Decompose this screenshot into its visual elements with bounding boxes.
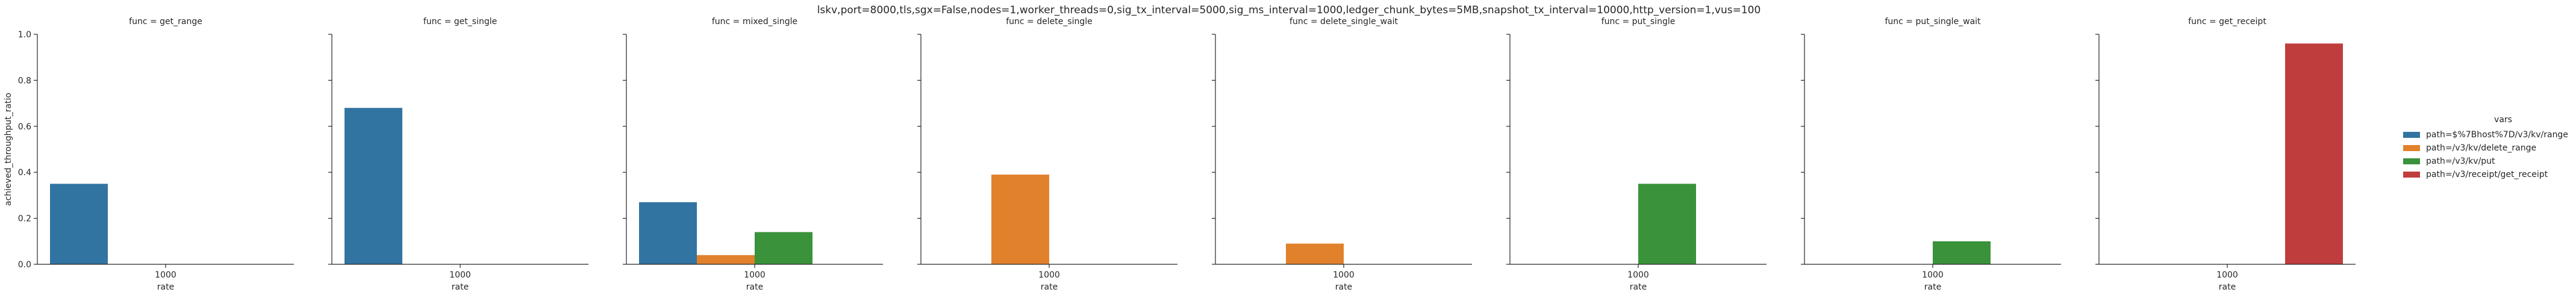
bar <box>755 232 812 264</box>
bar <box>2285 43 2343 264</box>
bar <box>697 255 755 264</box>
x-axis-label: rate <box>1335 282 1352 292</box>
x-axis-label: rate <box>2219 282 2236 292</box>
y-tick-label: 0.4 <box>18 168 31 178</box>
panel-title: func = delete_single <box>1006 17 1093 26</box>
x-axis-label: rate <box>746 282 763 292</box>
x-axis-label: rate <box>452 282 469 292</box>
x-tick-label: 1000 <box>744 270 766 280</box>
facet-panel: func = get_range 0.0 0.2 0.4 0.6 0.8 1.0 1000 ra… <box>18 17 294 292</box>
facet-panel: func = put_single 1000 rate <box>1506 17 1767 292</box>
legend-swatch <box>2403 158 2420 164</box>
panel-title: func = mixed_single <box>712 17 797 26</box>
panel-title: func = delete_single_wait <box>1290 17 1398 26</box>
bar <box>1638 184 1696 264</box>
facet-panel: func = get_single 1000 rate <box>328 17 588 292</box>
x-tick-label: 1000 <box>1922 270 1944 280</box>
bar <box>1933 241 1991 264</box>
legend-label: path=/v3/receipt/get_receipt <box>2426 170 2548 179</box>
x-tick-label: 1000 <box>2216 270 2238 280</box>
y-axis-label: achieved_throughput_ratio <box>4 93 13 206</box>
facet-panels: func = get_range 0.0 0.2 0.4 0.6 0.8 1.0 1000 ra… <box>4 17 2356 292</box>
facet-panel: func = delete_single 1000 rate <box>917 17 1177 292</box>
y-tick-label: 0.2 <box>18 214 31 224</box>
y-tick-label: 0.0 <box>18 260 31 270</box>
y-tick-label: 0.6 <box>18 122 31 132</box>
panel-title: func = get_receipt <box>2188 17 2266 26</box>
facet-panel: func = delete_single_wait 1000 rate <box>1212 17 1472 292</box>
x-axis-label: rate <box>157 282 174 292</box>
x-axis-label: rate <box>1041 282 1058 292</box>
x-tick-label: 1000 <box>449 270 471 280</box>
legend-swatch <box>2403 132 2420 138</box>
bar <box>50 184 108 264</box>
y-tick-label: 1.0 <box>18 30 31 40</box>
chart-suptitle: lskv,port=8000,tls,sgx=False,nodes=1,wor… <box>817 4 1761 16</box>
legend-label: path=$%7Bhost%7D/v3/kv/range <box>2426 130 2568 140</box>
bar <box>991 175 1049 264</box>
bar <box>639 202 697 264</box>
bar <box>1286 243 1344 264</box>
panel-title: func = get_single <box>423 17 497 26</box>
bar <box>345 108 402 265</box>
facet-panel: func = put_single_wait 1000 rate <box>1801 17 2061 292</box>
x-tick-label: 1000 <box>1038 270 1060 280</box>
legend: vars path=$%7Bhost%7D/v3/kv/range path=/v3… <box>2403 115 2568 179</box>
panel-title: func = put_single_wait <box>1885 17 1981 26</box>
x-axis-label: rate <box>1924 282 1941 292</box>
legend-swatch <box>2403 172 2420 178</box>
panel-title: func = put_single <box>1601 17 1676 26</box>
legend-label: path=/v3/kv/put <box>2426 157 2495 166</box>
x-tick-label: 1000 <box>1333 270 1355 280</box>
facet-panel: func = get_receipt 1000 rate <box>2095 17 2356 292</box>
facet-panel: func = mixed_single 1000 rate <box>623 17 883 292</box>
x-tick-label: 1000 <box>1627 270 1649 280</box>
y-tick-label: 0.8 <box>18 76 31 85</box>
legend-title: vars <box>2494 115 2512 125</box>
legend-label: path=/v3/kv/delete_range <box>2426 143 2536 153</box>
legend-swatch <box>2403 145 2420 151</box>
x-tick-label: 1000 <box>155 270 176 280</box>
x-axis-label: rate <box>1630 282 1647 292</box>
panel-title: func = get_range <box>129 17 202 26</box>
